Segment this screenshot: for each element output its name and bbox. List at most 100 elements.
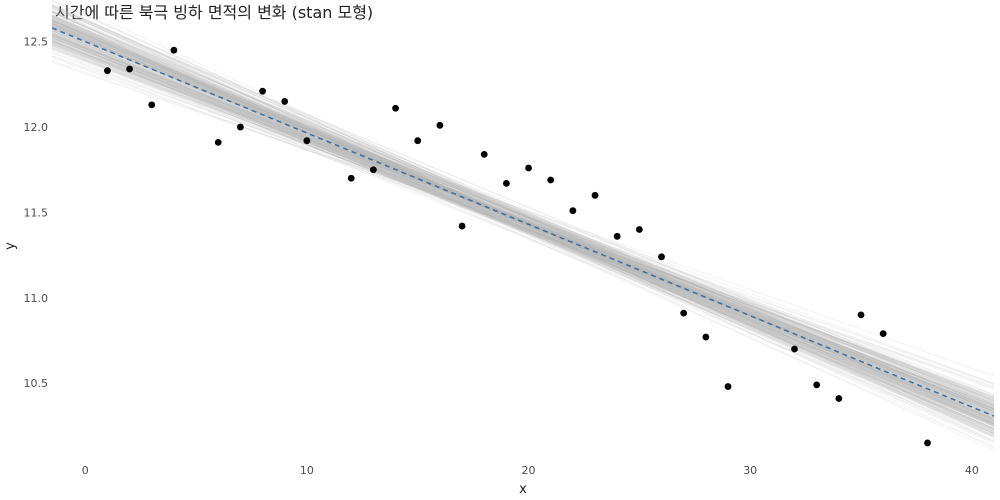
posterior-draw-line xyxy=(51,26,995,402)
posterior-draw-line xyxy=(51,19,995,416)
posterior-draw-line xyxy=(51,45,995,412)
posterior-draw-line xyxy=(51,34,995,412)
posterior-draw-line xyxy=(51,26,995,405)
posterior-draw-line xyxy=(51,19,995,412)
posterior-draw-line xyxy=(51,57,995,400)
posterior-draw-line xyxy=(54,0,995,437)
posterior-draw-line xyxy=(51,41,995,406)
posterior-draw-line xyxy=(51,30,995,414)
posterior-draw-line xyxy=(51,43,995,398)
posterior-draw-line xyxy=(51,19,995,420)
posterior-draw-line xyxy=(51,55,995,390)
posterior-draw-line xyxy=(51,23,995,432)
y-axis-ticks: 10.5 11.0 11.5 12.0 12.5 xyxy=(24,36,49,391)
posterior-draw-line xyxy=(51,46,995,428)
posterior-draw-line xyxy=(51,18,995,416)
posterior-lines xyxy=(51,0,995,451)
posterior-draw-line xyxy=(51,26,995,427)
posterior-draw-line xyxy=(51,48,995,389)
y-tick-label: 11.5 xyxy=(24,206,49,219)
data-point xyxy=(857,311,865,319)
posterior-draw-line xyxy=(51,30,995,405)
posterior-draw-line xyxy=(51,12,995,417)
posterior-draw-line xyxy=(51,42,995,398)
posterior-draw-line xyxy=(51,17,995,409)
posterior-draw-line xyxy=(51,23,995,449)
posterior-draw-line xyxy=(51,32,995,425)
data-point xyxy=(702,333,710,341)
posterior-draw-line xyxy=(51,11,995,438)
posterior-draw-line xyxy=(51,22,995,407)
posterior-draw-line xyxy=(51,43,995,417)
posterior-draw-line xyxy=(51,55,995,405)
posterior-draw-line xyxy=(51,17,995,420)
x-axis-ticks: 0 10 20 30 40 xyxy=(82,464,979,477)
posterior-draw-line xyxy=(51,27,995,414)
posterior-draw-line xyxy=(51,38,995,402)
posterior-draw-line xyxy=(51,43,995,410)
data-point xyxy=(347,174,355,182)
posterior-draw-line xyxy=(51,17,995,434)
posterior-draw-line xyxy=(51,22,995,427)
posterior-draw-line xyxy=(51,4,995,425)
posterior-draw-line xyxy=(51,23,995,413)
data-point xyxy=(458,222,466,230)
posterior-draw-line xyxy=(51,20,995,423)
posterior-draw-line xyxy=(51,7,995,425)
posterior-draw-line xyxy=(51,17,995,422)
posterior-draw-line xyxy=(51,6,995,405)
posterior-draw-line xyxy=(51,41,995,377)
posterior-draw-line xyxy=(51,37,995,400)
posterior-draw-line xyxy=(51,15,995,430)
posterior-draw-line xyxy=(51,49,995,396)
posterior-draw-line xyxy=(51,20,995,421)
posterior-draw-line xyxy=(51,18,995,428)
posterior-draw-line xyxy=(51,10,995,433)
x-tick-label: 40 xyxy=(965,464,979,477)
posterior-draw-line xyxy=(51,12,995,413)
posterior-draw-line xyxy=(51,47,995,386)
data-point xyxy=(214,139,222,146)
data-point xyxy=(613,232,621,240)
posterior-draw-line xyxy=(51,44,995,426)
data-point xyxy=(502,179,510,187)
data-point xyxy=(635,226,643,233)
posterior-draw-line xyxy=(51,36,995,410)
posterior-draw-line xyxy=(51,15,995,430)
posterior-draw-line xyxy=(51,31,995,425)
posterior-draw-line xyxy=(51,14,995,451)
posterior-draw-line xyxy=(51,43,995,415)
posterior-draw-line xyxy=(51,23,995,437)
posterior-draw-line xyxy=(51,7,995,415)
posterior-draw-line xyxy=(51,21,995,425)
data-point xyxy=(170,46,178,54)
posterior-draw-line xyxy=(51,38,995,407)
posterior-draw-line xyxy=(51,37,995,413)
data-point xyxy=(924,439,931,447)
data-point xyxy=(392,104,399,112)
posterior-draw-line xyxy=(51,30,995,423)
posterior-draw-line xyxy=(51,18,995,413)
posterior-draw-line xyxy=(51,24,995,425)
posterior-draw-line xyxy=(51,20,995,411)
y-tick-label: 10.5 xyxy=(24,377,49,390)
posterior-draw-line xyxy=(51,23,995,425)
posterior-draw-line xyxy=(51,36,995,425)
posterior-draw-line xyxy=(51,0,995,432)
posterior-draw-line xyxy=(51,20,995,409)
x-axis-label: x xyxy=(519,482,527,497)
posterior-draw-line xyxy=(51,44,995,412)
posterior-draw-line xyxy=(51,15,995,412)
data-point xyxy=(547,176,555,184)
posterior-draw-line xyxy=(51,33,995,425)
data-point xyxy=(525,164,532,172)
posterior-draw-line xyxy=(51,4,995,416)
posterior-draw-line xyxy=(51,39,995,411)
data-point xyxy=(591,191,599,199)
mean-fit-line xyxy=(51,27,995,417)
posterior-draw-line xyxy=(51,25,995,436)
posterior-draw-line xyxy=(51,36,995,396)
posterior-draw-line xyxy=(51,39,995,420)
posterior-draw-line xyxy=(51,28,995,427)
posterior-draw-line xyxy=(51,11,995,443)
